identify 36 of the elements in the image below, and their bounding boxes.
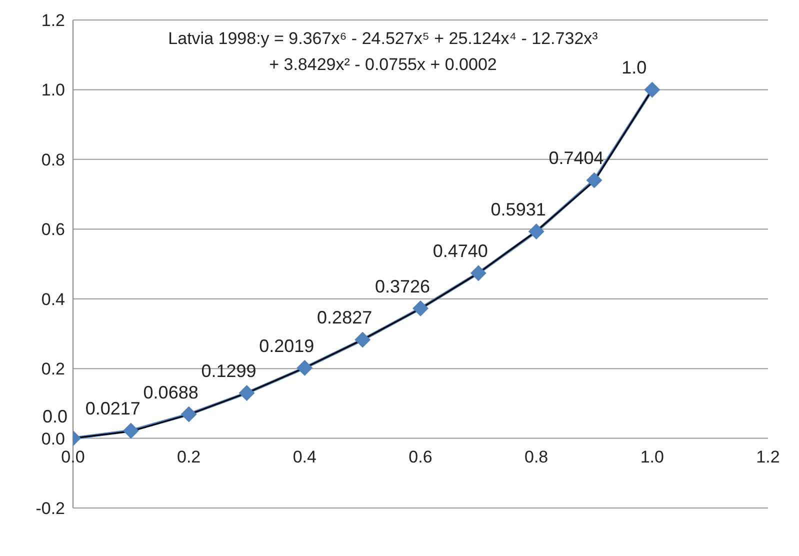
x-tick-label: 0.6 <box>408 447 432 466</box>
y-tick-label: 1.0 <box>41 80 65 100</box>
x-tick-label: 0.8 <box>524 447 548 466</box>
x-tick-label: 1.2 <box>756 447 780 466</box>
x-tick-label: 1.0 <box>640 447 664 466</box>
point <box>644 82 660 98</box>
point <box>354 332 371 348</box>
y-tick-label: -0.2 <box>36 499 65 518</box>
x-tick-label: 0.4 <box>292 447 316 466</box>
data-label: 0.4740 <box>432 241 488 262</box>
data-label: 0.0688 <box>143 382 198 402</box>
data-label: 0.2019 <box>259 336 314 356</box>
data-label: 0.0217 <box>85 398 140 419</box>
point <box>122 422 139 439</box>
point <box>470 265 486 282</box>
y-tick-label: 0.0 <box>41 429 65 448</box>
x-tick-label: 0.0 <box>61 447 85 466</box>
data-label: 0.1299 <box>201 361 256 382</box>
data-label: 1.0 <box>622 58 647 78</box>
x-tick-label: 0.2 <box>177 447 201 466</box>
data-label: 0.5931 <box>490 200 546 220</box>
point <box>586 172 602 188</box>
point <box>238 385 255 402</box>
point <box>180 406 197 422</box>
annotation: Latvia 1998:y = 9.367x⁶ - 24.527x⁵ + 25.124x⁴ - 12.732x³ + 3.8429x² - 0.0755x + 0.0002 <box>168 28 598 76</box>
y-tick-label: 0.2 <box>41 360 65 379</box>
point <box>296 360 313 376</box>
y-tick-label: 1.2 <box>41 11 65 30</box>
point <box>528 224 544 240</box>
data-label: 0.2827 <box>317 308 372 328</box>
y-tick-label: 0.4 <box>41 290 65 309</box>
point <box>412 300 428 316</box>
y-tick-label: 0.6 <box>41 220 65 240</box>
data-label: 0.3726 <box>374 276 430 296</box>
y-tick-label: 0.8 <box>41 150 65 170</box>
data-label: 0.7404 <box>548 148 604 168</box>
